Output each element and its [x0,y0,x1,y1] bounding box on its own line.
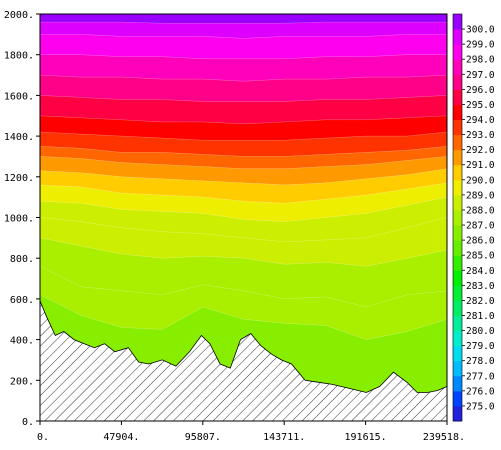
colorbar-label: 279.0 [466,341,495,352]
y-tick-label: 1000. [4,214,34,225]
colorbar-swatch [453,270,462,286]
terrain-hatch [40,300,447,421]
colorbar-swatch [453,345,462,362]
colorbar-label: 284.0 [466,266,495,277]
colorbar-swatch [453,179,462,196]
colorbar-label: 291.0 [466,160,495,171]
colorbar-label: 280.0 [466,326,495,337]
x-tick-label: 95807. [185,432,221,443]
colorbar-swatch [453,390,462,407]
temperature-bands [40,14,447,421]
colorbar-swatch [453,315,462,332]
colorbar-label: 276.0 [466,386,495,397]
terrain-area [40,300,447,421]
colorbar-swatch [453,209,462,226]
y-tick-label: 2000. [4,10,34,21]
colorbar-label: 288.0 [466,205,495,216]
colorbar-label: 289.0 [466,190,495,201]
colorbar-swatch [453,74,462,90]
y-tick-label: 600. [10,295,34,306]
colorbar-label: 287.0 [466,221,495,232]
colorbar-swatch [453,360,462,377]
colorbar-swatch [453,405,462,422]
x-tick-label: 191615. [345,432,387,443]
x-tick-label: 239518. [423,432,465,443]
colorbar-label: 297.0 [466,70,495,81]
y-tick-label: 1800. [4,51,34,62]
colorbar-label: 295.0 [466,100,495,111]
y-tick-label: 0. [22,417,34,428]
y-tick-label: 1400. [4,132,34,143]
y-tick-label: 1200. [4,173,34,184]
colorbar-label: 298.0 [466,55,495,66]
colorbar-label: 293.0 [466,130,495,141]
colorbar-swatch [453,240,462,256]
x-tick-label: 0. [37,432,49,443]
colorbar-swatch [453,300,462,316]
colorbar-swatch [453,134,462,151]
y-tick-label: 400. [10,336,34,347]
colorbar-label: 294.0 [466,115,495,126]
colorbar-swatch [453,164,462,181]
y-axis: 0. 200. 400. 600. 800. 1000. 1200. 1400. 1600. 18… [4,10,40,428]
y-tick-label: 1600. [4,91,34,102]
colorbar-label: 292.0 [466,145,495,156]
colorbar-label: 286.0 [466,236,495,247]
colorbar-swatch [453,89,462,105]
colorbar-swatch [453,194,462,211]
x-tick-label: 143711. [263,432,305,443]
colorbar-swatch [453,149,462,166]
colorbar-swatch [453,225,462,241]
colorbar-label: 285.0 [466,251,495,262]
colorbar-frame [452,13,463,422]
colorbar-swatch [453,330,462,347]
y-tick-label: 800. [10,254,34,265]
colorbar-label: 278.0 [466,356,495,367]
colorbar-label: 290.0 [466,175,495,186]
colorbar-swatch [453,285,462,301]
colorbar-swatch [453,29,462,45]
colorbar-label: 277.0 [466,371,495,382]
colorbar-label: 296.0 [466,85,495,96]
colorbar-label: 299.0 [466,40,495,51]
colorbar-swatch [453,255,462,271]
colorbar-swatch [453,375,462,392]
colorbar-swatch [453,14,462,30]
colorbar-label: 275.0 [466,401,495,412]
x-tick-label: 47904. [103,432,139,443]
colorbar-swatch [453,44,462,60]
colorbar-swatch [453,59,462,75]
colorbar: 275.0 276.0 277.0 278.0 279.0 280.0 281.0 282.0… [452,13,495,422]
x-axis: 0. 47904. 95807. 143711. 191615. 239518. [37,421,465,443]
colorbar-swatch [453,104,462,121]
colorbar-swatch [453,119,462,136]
y-tick-label: 200. [10,376,34,387]
colorbar-label: 283.0 [466,281,495,292]
colorbar-label: 300.0 [466,25,495,36]
colorbar-label: 281.0 [466,311,495,322]
colorbar-label: 282.0 [466,296,495,307]
